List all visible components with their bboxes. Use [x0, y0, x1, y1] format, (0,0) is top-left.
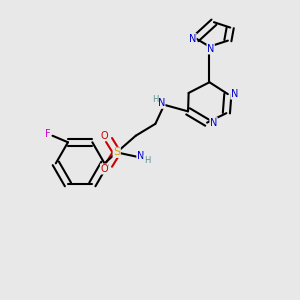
Text: S: S — [113, 147, 120, 158]
Text: N: N — [158, 98, 165, 108]
Text: N: N — [231, 89, 238, 99]
Text: H: H — [152, 95, 158, 104]
Text: N: N — [210, 118, 217, 128]
Text: N: N — [137, 151, 144, 161]
Text: O: O — [100, 164, 108, 174]
Text: H: H — [144, 156, 150, 165]
Text: F: F — [45, 129, 51, 139]
Text: O: O — [100, 131, 108, 141]
Text: N: N — [189, 34, 196, 44]
Text: N: N — [207, 44, 214, 54]
